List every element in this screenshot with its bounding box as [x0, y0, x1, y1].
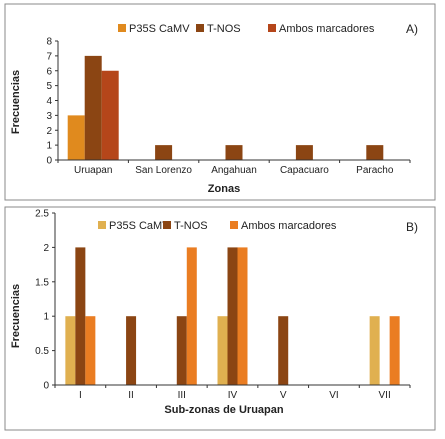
legend-swatch [230, 221, 238, 229]
x-tick-label: Capacuaro [280, 165, 329, 176]
chart-panel-b: B) Frecuencias Sub-zonas de Uruapan 0 0.5… [4, 206, 436, 431]
y-tick-label: 2 [46, 126, 52, 137]
bar-t-nos-v [278, 316, 289, 385]
x-tick-label: III [178, 390, 186, 401]
bar-t-nos-iv [227, 247, 238, 385]
panel-a-ylabel: Frecuencias [10, 70, 22, 134]
bar-p35s-camv-i [65, 316, 76, 385]
panel-a-bars [67, 55, 384, 160]
panel-a-legend: P35S CaMV T-NOS Ambos marcadores [118, 23, 375, 35]
panel-b-xlabel: Sub-zonas de Uruapan [164, 404, 283, 416]
y-tick-label: 8 [46, 37, 52, 48]
legend-label: T-NOS [174, 220, 208, 232]
bar-ambos-marcadores-i [85, 316, 96, 385]
bar-t-nos-uruapan [84, 55, 102, 160]
panel-b-label: B) [406, 220, 418, 234]
bar-ambos-marcadores-iii [186, 247, 197, 385]
chart-panel-a: A) Frecuencias Zonas 0 1 2 3 4 5 6 7 8 Uruapan Sa… [4, 3, 436, 201]
y-tick-label: 0 [46, 156, 52, 167]
legend-swatch [268, 24, 276, 32]
bar-t-nos-iii [176, 316, 187, 385]
x-tick-label: I [79, 390, 82, 401]
bar-t-nos-capacuaro [295, 145, 313, 160]
panel-a-border [4, 3, 436, 201]
legend-label: Ambos marcadores [241, 220, 337, 232]
x-tick-label: Angahuan [211, 165, 257, 176]
x-tick-label: Paracho [356, 165, 394, 176]
y-tick-label: 1 [46, 141, 52, 152]
legend-swatch [196, 24, 204, 32]
y-tick-label: 0.5 [35, 346, 49, 357]
x-tick-label: San Lorenzo [135, 165, 192, 176]
bar-ambos-marcadores-vii [389, 316, 400, 385]
panel-a-xlabel: Zonas [208, 183, 240, 195]
panel-b-ylabel: Frecuencias [10, 284, 22, 348]
x-tick-label: II [128, 390, 134, 401]
legend-label: P35S CaMV [109, 220, 170, 232]
bar-p35s-camv-vii [369, 316, 380, 385]
bar-t-nos-ii [126, 316, 137, 385]
legend-label: Ambos marcadores [279, 23, 375, 35]
y-tick-label: 4 [46, 96, 52, 107]
y-tick-label: 2.5 [35, 209, 49, 220]
x-tick-label: V [280, 390, 287, 401]
y-tick-label: 3 [46, 111, 52, 122]
bar-p35s-camv-iv [217, 316, 228, 385]
bar-t-nos-san-lorenzo [155, 145, 173, 160]
y-tick-label: 5 [46, 81, 52, 92]
x-tick-label: Uruapan [74, 165, 112, 176]
y-tick-label: 7 [46, 51, 52, 62]
y-tick-label: 1.5 [35, 277, 49, 288]
bar-t-nos-paracho [366, 145, 384, 160]
panel-b-bars [65, 247, 400, 385]
bar-t-nos-i [75, 247, 86, 385]
y-tick-label: 2 [43, 243, 49, 254]
bar-ambos-marcadores-uruapan [101, 70, 119, 160]
x-tick-label: VII [379, 390, 391, 401]
legend-swatch [118, 24, 126, 32]
y-tick-label: 6 [46, 66, 52, 77]
legend-swatch [163, 221, 171, 229]
legend-label: T-NOS [207, 23, 241, 35]
legend-swatch [98, 221, 106, 229]
bar-t-nos-angahuan [225, 145, 243, 160]
panel-a-label: A) [406, 22, 418, 36]
x-tick-label: VI [329, 390, 338, 401]
bar-ambos-marcadores-iv [237, 247, 248, 385]
y-tick-label: 0 [43, 381, 49, 392]
panel-b-legend: P35S CaMV T-NOS Ambos marcadores [98, 220, 337, 232]
legend-label: P35S CaMV [129, 23, 190, 35]
bar-p35s-camv-uruapan [67, 115, 85, 160]
y-tick-label: 1 [43, 312, 49, 323]
x-tick-label: IV [228, 390, 238, 401]
